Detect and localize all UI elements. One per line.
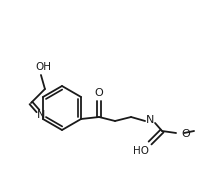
Text: O: O [182, 129, 191, 139]
Text: OH: OH [35, 62, 51, 72]
Text: HO: HO [133, 146, 149, 156]
Text: N: N [37, 110, 45, 120]
Text: N: N [146, 115, 154, 125]
Text: O: O [95, 88, 103, 98]
